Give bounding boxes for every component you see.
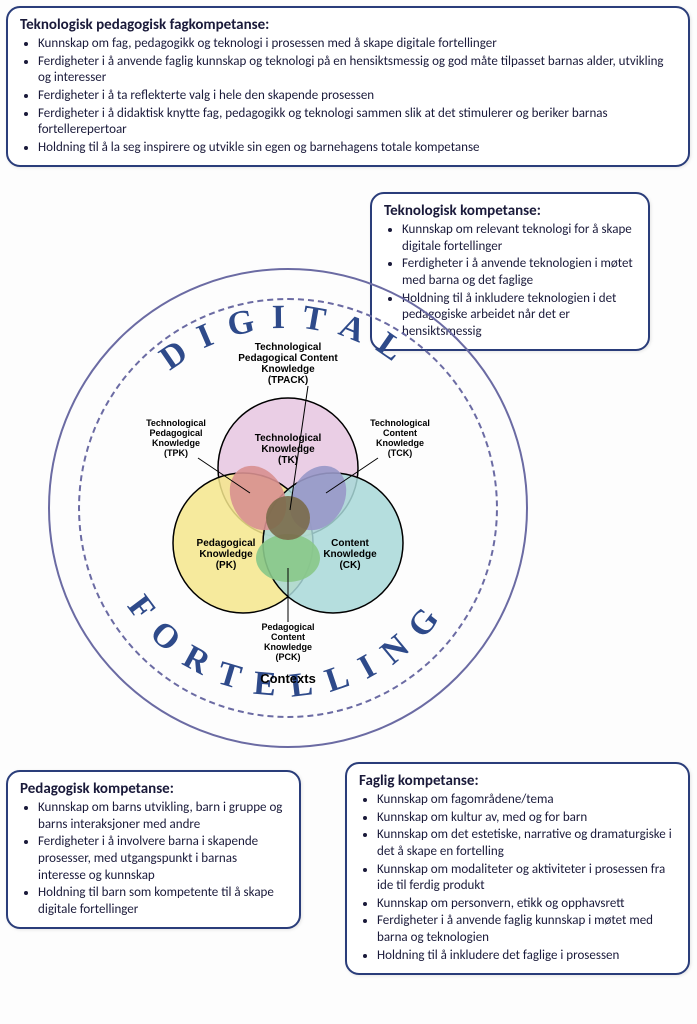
box-title: Teknologisk kompetanse: [384, 202, 636, 220]
list-item: Holdning til barn som kompetente til å s… [38, 885, 287, 918]
list-item: Holdning til å inkludere det faglige i p… [377, 948, 676, 965]
svg-text:Knowledge: Knowledge [152, 438, 200, 448]
svg-text:Pedagogical: Pedagogical [149, 428, 202, 438]
svg-text:Content: Content [271, 632, 305, 642]
svg-text:Knowledge: Knowledge [261, 444, 315, 455]
list-item: Ferdigheter i å didaktisk knytte fag, pe… [38, 106, 676, 139]
box-list: Kunnskap om barns utvikling, barn i grup… [20, 800, 287, 918]
list-item: Kunnskap om kultur av, med og for barn [377, 810, 676, 827]
svg-text:Knowledge: Knowledge [199, 549, 253, 560]
svg-text:(TCK): (TCK) [388, 448, 413, 458]
box-title: Pedagogisk kompetanse: [20, 780, 287, 798]
svg-text:(TPACK): (TPACK) [268, 375, 308, 386]
svg-text:Knowledge: Knowledge [376, 438, 424, 448]
svg-text:(PK): (PK) [216, 560, 237, 571]
svg-text:Technological: Technological [370, 418, 430, 428]
svg-text:Technological: Technological [255, 342, 322, 353]
svg-text:(CK): (CK) [339, 560, 360, 571]
list-item: Ferdigheter i å anvende faglig kunnskap … [38, 54, 676, 87]
svg-text:Knowledge: Knowledge [261, 364, 315, 375]
box-tech-ped-fag: Teknologisk pedagogisk fagkompetanse: Ku… [6, 6, 690, 167]
list-item: Holdning til å la seg inspirere og utvik… [38, 140, 676, 157]
svg-text:Content: Content [383, 428, 417, 438]
list-item: Kunnskap om relevant teknologi for å ska… [402, 222, 636, 255]
svg-text:Contexts: Contexts [260, 671, 316, 686]
box-list: Kunnskap om fagområdene/temaKunnskap om … [359, 792, 676, 964]
svg-text:(PCK): (PCK) [276, 652, 301, 662]
svg-text:Knowledge: Knowledge [264, 642, 312, 652]
svg-text:Content: Content [331, 538, 369, 549]
venn-svg: Technological Knowledge (TK) Pedagogical… [98, 318, 478, 698]
svg-text:Knowledge: Knowledge [323, 549, 377, 560]
svg-text:Pedagogical Content: Pedagogical Content [238, 353, 338, 364]
svg-text:Technological: Technological [146, 418, 206, 428]
list-item: Ferdigheter i å involvere barna i skapen… [38, 834, 287, 884]
svg-text:(TPK): (TPK) [164, 448, 188, 458]
svg-text:Pedagogical: Pedagogical [197, 538, 256, 549]
list-item: Ferdigheter i å anvende faglig kunnskap … [377, 913, 676, 946]
box-ped-kompetanse: Pedagogisk kompetanse: Kunnskap om barns… [6, 770, 301, 929]
svg-text:Pedagogical: Pedagogical [261, 622, 314, 632]
list-item: Kunnskap om fagområdene/tema [377, 792, 676, 809]
svg-text:Technological: Technological [255, 433, 322, 444]
list-item: Kunnskap om personvern, etikk og opphavs… [377, 896, 676, 913]
box-faglig-kompetanse: Faglig kompetanse: Kunnskap om fagområde… [345, 762, 690, 975]
list-item: Kunnskap om barns utvikling, barn i grup… [38, 800, 287, 833]
box-title: Teknologisk pedagogisk fagkompetanse: [20, 16, 676, 34]
list-item: Kunnskap om det estetiske, narrative og … [377, 827, 676, 860]
list-item: Kunnskap om modaliteter og aktiviteter i… [377, 862, 676, 895]
list-item: Kunnskap om fag, pedagogikk og teknologi… [38, 36, 676, 53]
svg-text:(TK): (TK) [278, 455, 298, 466]
list-item: Ferdigheter i å ta reflekterte valg i he… [38, 88, 676, 105]
box-list: Kunnskap om fag, pedagogikk og teknologi… [20, 36, 676, 156]
box-title: Faglig kompetanse: [359, 772, 676, 790]
tpack-diagram: DIGITAL FORTELLING Technological Knowled… [48, 268, 528, 748]
